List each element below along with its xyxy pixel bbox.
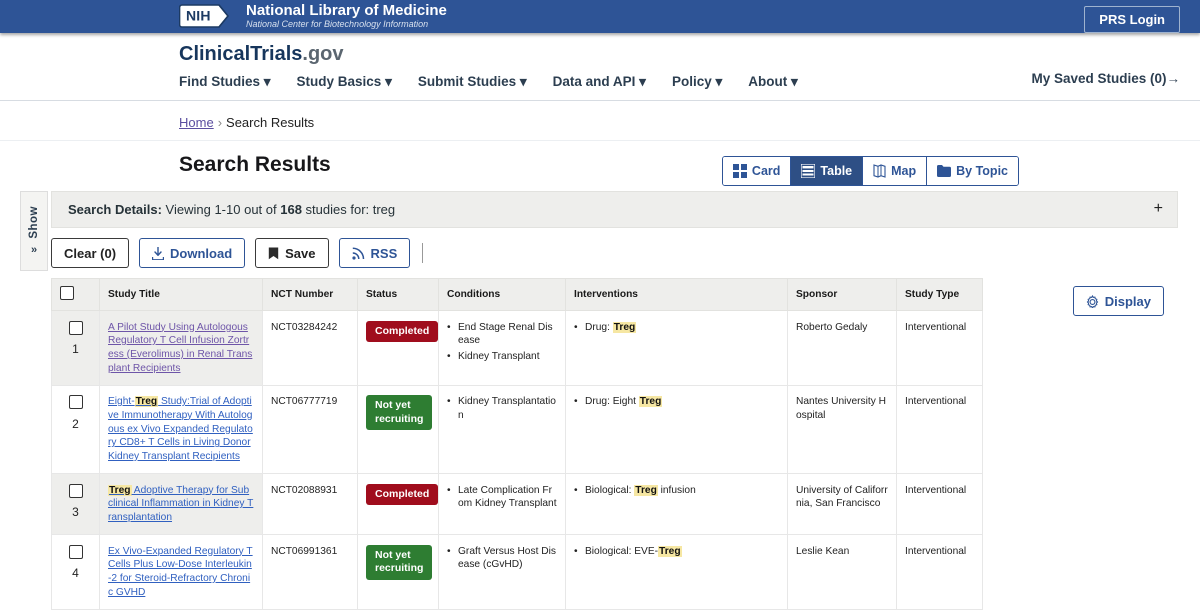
svg-text:NIH: NIH (186, 8, 211, 24)
